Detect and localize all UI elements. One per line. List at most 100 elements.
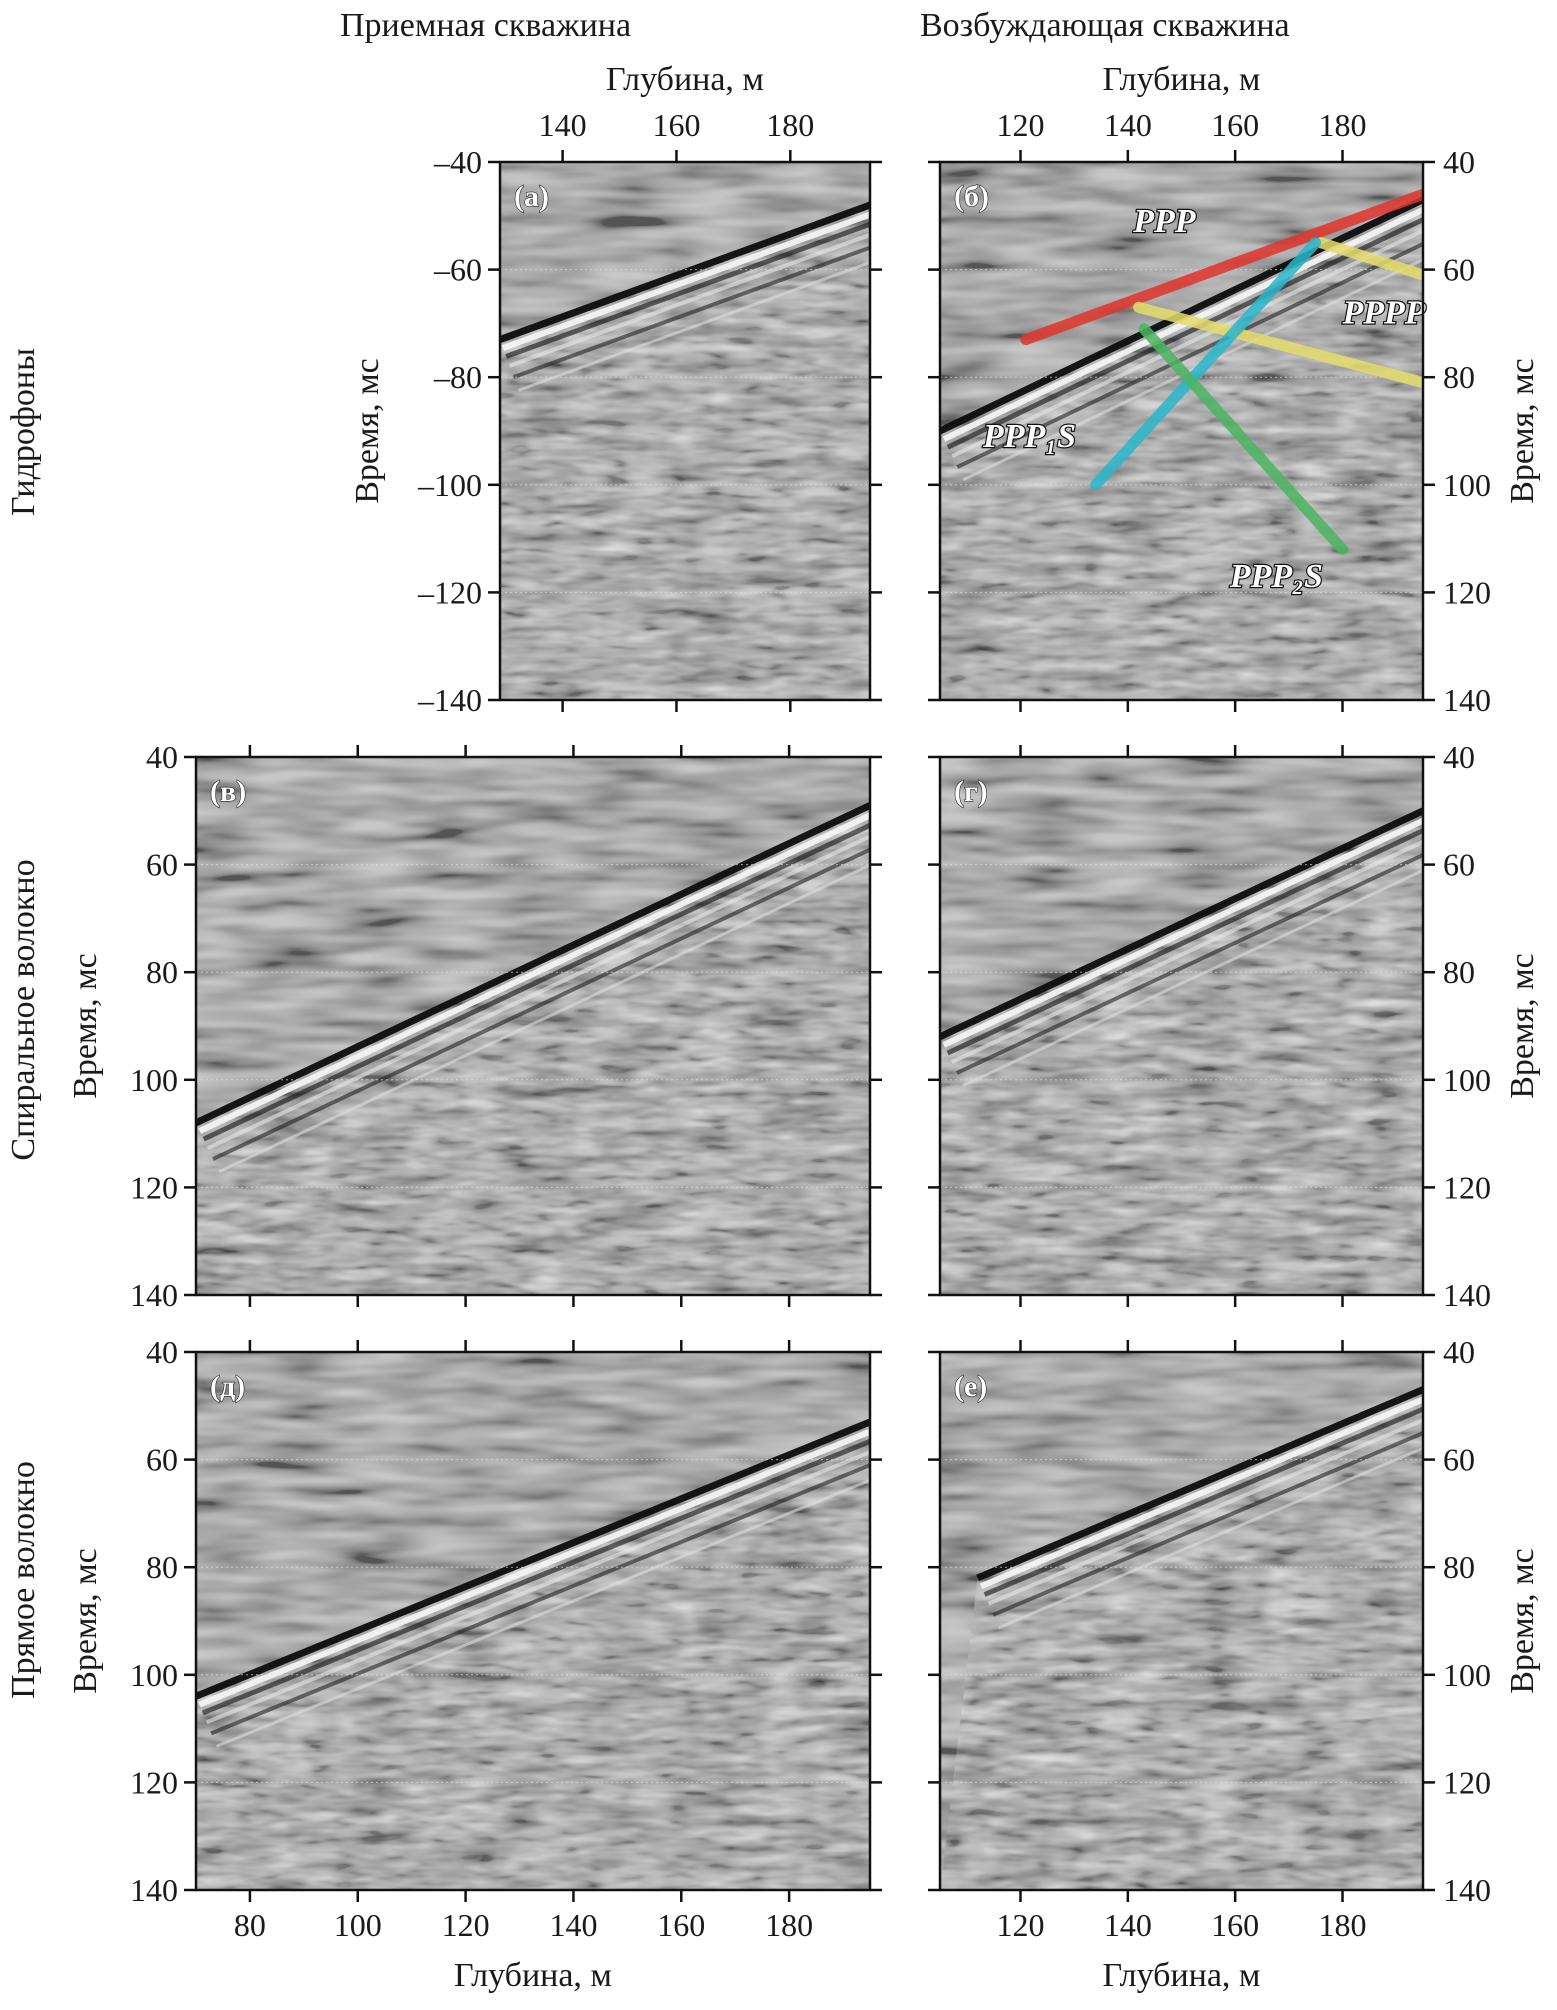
panel-label: (е) [954,1370,987,1403]
wavefront-band [992,1430,1423,1617]
wavefront-band [940,807,1423,1040]
y-axis-title: Время, мс [1504,953,1541,1099]
panel-label: (б) [954,180,989,213]
x-tick-label: 180 [1319,1907,1367,1943]
y-tick-label: 60 [1443,1442,1475,1478]
y-tick-label: 140 [130,1277,178,1313]
y-axis-title: Время, мс [1504,358,1541,504]
panel-4: (г) 40 60 80 100 120 140 Время, мс [928,739,1541,1313]
x-tick-label: 140 [1104,107,1152,143]
wavefront-band [951,839,1423,1064]
x-tick-label: 80 [234,1907,266,1943]
y-tick-label: 80 [146,954,178,990]
x-axis-title: Глубина, м [1103,61,1261,98]
x-tick-label: 120 [997,1907,1045,1943]
y-tick-label: –80 [433,359,482,395]
y-tick-label: –40 [433,144,482,180]
y-tick-label: 100 [130,1657,178,1693]
y-tick-label: –100 [417,467,482,503]
row-title-hydrophones: Гидрофоны [5,348,42,516]
y-axis-title: Время, мс [67,1548,104,1694]
wavefront-band [218,863,870,1174]
wave-label: PPPP [1342,294,1426,331]
wave-label: PPP₁S [982,418,1076,455]
wavefront-band [500,201,870,343]
panel-frame [194,755,872,1297]
y-tick-label: 80 [146,1549,178,1585]
row-title-helical-fiber: Спиральное волокно [5,859,42,1160]
wave-line [1315,237,1423,281]
y-tick-label: 40 [1443,1334,1475,1370]
y-tick-label: 140 [1443,682,1491,718]
x-tick-label: 140 [1104,1907,1152,1943]
y-tick-label: 40 [146,1334,178,1370]
y-tick-label: 80 [1443,359,1475,395]
y-axis-title: Время, мс [67,953,104,1099]
wavefront-band [212,847,870,1161]
x-tick-label: 180 [1319,107,1367,143]
y-tick-label: 100 [130,1062,178,1098]
x-tick-label: 180 [765,1907,813,1943]
wavefront-band [976,1386,1423,1582]
wavefront-band [215,1478,870,1748]
wavefront-band [205,1450,870,1725]
y-tick-label: 100 [1443,1062,1491,1098]
y-tick-label: –140 [417,682,482,718]
wavefront-band [962,868,1423,1088]
x-axis-title: Глубина, м [1103,1957,1261,1994]
wavefront-band [196,1418,870,1700]
panel-label: (а) [514,180,549,213]
y-tick-label: –60 [433,252,482,288]
wave-line [1020,188,1423,346]
wavefront-band [207,834,870,1150]
y-tick-label: 120 [1443,1764,1491,1800]
panel-label: (в) [210,775,246,808]
wavefront-band [956,241,1423,469]
wavefront-band [505,221,870,359]
y-tick-label: 80 [1443,1549,1475,1585]
y-tick-label: 40 [1443,739,1475,775]
panel-frame [938,160,1425,702]
x-tick-label: 180 [766,107,814,143]
wavefront-band [201,1438,870,1716]
wavefront-band [210,1462,870,1736]
column-title-receiver: Приемная скважина [340,7,631,44]
wavefront-band [517,260,870,392]
x-tick-label: 160 [652,107,700,143]
y-tick-label: 60 [146,1442,178,1478]
wavefront-band [512,245,870,380]
wavefront-band [508,232,870,368]
x-tick-label: 140 [549,1907,597,1943]
row-title-straight-fiber: Прямое волокно [5,1461,42,1699]
y-tick-label: 40 [146,739,178,775]
y-tick-label: 140 [130,1872,178,1908]
wavefront-band [987,1417,1423,1606]
wavefront-band [998,1446,1423,1630]
y-tick-label: 120 [130,1169,178,1205]
x-tick-label: 160 [1211,107,1259,143]
wavefront-band [956,852,1423,1075]
y-tick-label: 120 [130,1764,178,1800]
y-tick-label: 60 [1443,252,1475,288]
panel-frame [938,1350,1425,1892]
wavefront-band [202,822,870,1142]
y-tick-label: 100 [1443,467,1491,503]
panel-1: (а) 140 160 180 –40 –60 –80 –100 –120 –140 Глубина… [349,61,882,718]
y-tick-label: 120 [1443,574,1491,610]
x-tick-label: 140 [539,107,587,143]
wave-line [1133,301,1423,389]
wavefront-band [942,817,1423,1048]
y-axis-title: Время, мс [349,358,386,504]
y-tick-label: 60 [1443,847,1475,883]
y-tick-label: 40 [1443,144,1475,180]
wavefront-band [979,1396,1423,1590]
wavefront-band [502,211,870,351]
panel-3: (в) 40 60 80 100 120 140 Время, мс [67,739,882,1313]
panel-frame [938,755,1425,1297]
y-tick-label: 60 [146,847,178,883]
y-tick-label: 140 [1443,1872,1491,1908]
panel-label: (г) [954,775,988,808]
wavefront-band [951,228,1423,459]
